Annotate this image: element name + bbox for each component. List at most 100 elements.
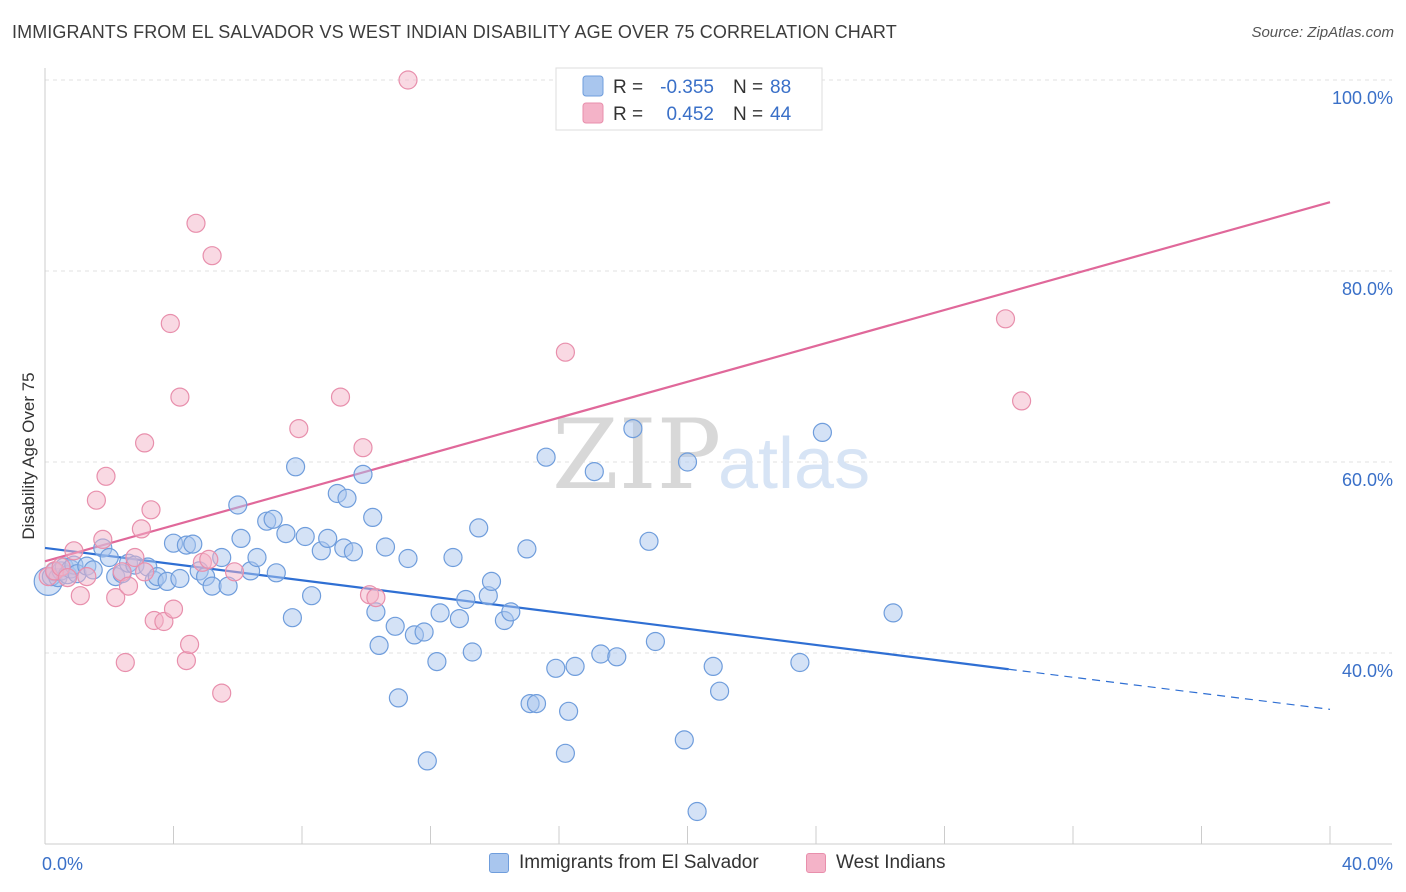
west-indians-point-37 bbox=[398, 70, 418, 90]
legend-label-west-indians: West Indians bbox=[836, 852, 946, 873]
y-tick-label-3: 100.0% bbox=[1332, 88, 1393, 108]
el-salvador-point-40 bbox=[286, 457, 306, 477]
el-salvador-point-28 bbox=[202, 576, 222, 596]
watermark-atlas: atlas bbox=[718, 424, 870, 504]
el-salvador-point-37 bbox=[266, 563, 286, 583]
el-salvador-point-82 bbox=[623, 419, 643, 439]
west-indians-point-29 bbox=[202, 246, 222, 266]
el-salvador-point-50 bbox=[363, 507, 383, 528]
el-salvador-point-25 bbox=[183, 534, 203, 554]
west-indians-point-13 bbox=[118, 576, 139, 596]
el-salvador-point-64 bbox=[456, 589, 476, 610]
west-indians-point-21 bbox=[160, 313, 180, 334]
el-salvador-point-66 bbox=[469, 518, 489, 538]
west-indians-point-10 bbox=[106, 587, 126, 608]
el-salvador-point-61 bbox=[430, 603, 450, 623]
legend-swatch-west-indians bbox=[806, 853, 826, 873]
el-salvador-point-13 bbox=[99, 547, 119, 568]
el-salvador-point-90 bbox=[812, 422, 833, 442]
west-indians-point-17 bbox=[135, 433, 155, 453]
el-salvador-point-59 bbox=[417, 751, 437, 771]
west-indians-point-24 bbox=[176, 650, 196, 671]
el-salvador-point-56 bbox=[398, 548, 418, 569]
el-salvador-point-63 bbox=[449, 608, 469, 629]
el-salvador-point-42 bbox=[302, 586, 322, 606]
west-indians-point-18 bbox=[141, 500, 161, 520]
data-points bbox=[33, 70, 1032, 822]
stats-r-label-1: R = bbox=[613, 77, 643, 98]
west-indians-point-12 bbox=[115, 652, 135, 673]
el-salvador-point-80 bbox=[591, 644, 611, 664]
stats-n-value-1: 88 bbox=[770, 77, 791, 98]
stats-swatch-el-salvador bbox=[582, 75, 604, 97]
el-salvador-point-70 bbox=[501, 602, 521, 622]
west-indians-point-3 bbox=[57, 567, 78, 588]
el-salvador-point-84 bbox=[645, 631, 666, 652]
stats-r-label-2: R = bbox=[613, 104, 643, 125]
chart-source: Source: ZipAtlas.com bbox=[1251, 24, 1394, 41]
el-salvador-point-23 bbox=[170, 568, 190, 589]
el-salvador-point-87 bbox=[703, 656, 723, 677]
el-salvador-point-52 bbox=[369, 635, 389, 656]
x-tick-label-0: 0.0% bbox=[42, 854, 83, 874]
el-salvador-point-88 bbox=[709, 681, 730, 701]
west-indians-point-36 bbox=[366, 587, 386, 608]
west-indians-point-15 bbox=[131, 519, 151, 539]
el-salvador-point-34 bbox=[247, 547, 267, 568]
el-salvador-point-48 bbox=[343, 542, 363, 562]
west-indians-point-6 bbox=[77, 566, 97, 587]
west-indians-point-31 bbox=[224, 562, 245, 582]
axes bbox=[44, 68, 1392, 845]
watermark-zip: ZIP bbox=[552, 399, 721, 511]
el-salvador-point-53 bbox=[375, 537, 396, 557]
west-indians-point-8 bbox=[93, 529, 113, 550]
el-salvador-point-44 bbox=[318, 528, 338, 549]
west-indians-trend-line bbox=[44, 201, 1331, 563]
y-tick-label-0: 40.0% bbox=[1342, 661, 1393, 681]
el-salvador-point-85 bbox=[674, 730, 694, 750]
west-indians-point-22 bbox=[163, 599, 184, 619]
el-salvador-point-62 bbox=[443, 547, 463, 568]
stats-legend: R = -0.355 N = 88 R = 0.452 N = 44 bbox=[555, 67, 823, 131]
el-salvador-point-73 bbox=[526, 693, 547, 714]
west-indians-point-28 bbox=[199, 549, 219, 570]
west-indians-point-40 bbox=[1011, 391, 1032, 411]
west-indians-point-30 bbox=[212, 683, 232, 703]
el-salvador-point-76 bbox=[555, 743, 576, 763]
west-indians-point-7 bbox=[86, 490, 107, 510]
el-salvador-trend-extension bbox=[1008, 668, 1331, 710]
el-salvador-point-77 bbox=[558, 701, 579, 721]
el-salvador-point-78 bbox=[565, 656, 585, 677]
el-salvador-point-83 bbox=[639, 531, 659, 551]
west-indians-point-16 bbox=[135, 562, 155, 582]
stats-n-label-1: N = bbox=[733, 77, 763, 98]
el-salvador-point-32 bbox=[231, 528, 251, 549]
el-salvador-point-54 bbox=[385, 616, 405, 636]
west-indians-point-14 bbox=[125, 547, 145, 568]
west-indians-point-23 bbox=[170, 387, 190, 407]
west-indians-point-25 bbox=[180, 634, 200, 655]
west-indians-point-4 bbox=[64, 541, 84, 561]
stats-swatch-west-indians bbox=[582, 102, 604, 124]
legend-label-el-salvador: Immigrants from El Salvador bbox=[519, 852, 759, 873]
legend-swatch-el-salvador bbox=[489, 853, 509, 873]
west-indians-point-38 bbox=[555, 342, 576, 362]
series-legend: Immigrants from El Salvador West Indians bbox=[0, 852, 1406, 880]
el-salvador-point-91 bbox=[883, 603, 903, 623]
legend-item-el-salvador: Immigrants from El Salvador bbox=[489, 852, 759, 874]
el-salvador-point-86 bbox=[687, 801, 707, 822]
west-indians-point-39 bbox=[995, 309, 1016, 329]
el-salvador-point-65 bbox=[462, 642, 482, 662]
el-salvador-point-74 bbox=[536, 447, 556, 467]
el-salvador-point-41 bbox=[295, 526, 315, 547]
x-tick-label-1: 40.0% bbox=[1342, 854, 1393, 874]
stats-n-label-2: N = bbox=[733, 104, 763, 125]
west-indians-point-33 bbox=[330, 387, 351, 407]
el-salvador-point-68 bbox=[481, 571, 502, 592]
west-indians-point-26 bbox=[186, 213, 206, 233]
chart-title: IMMIGRANTS FROM EL SALVADOR VS WEST INDI… bbox=[12, 22, 897, 42]
el-salvador-point-55 bbox=[388, 688, 408, 708]
west-indians-point-34 bbox=[353, 438, 373, 458]
y-tick-label-2: 80.0% bbox=[1342, 279, 1393, 299]
